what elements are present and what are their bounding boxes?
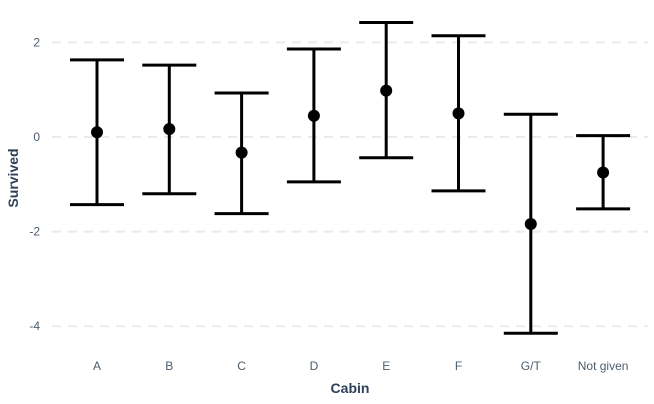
error-bar (431, 34, 486, 193)
error-bars (70, 21, 631, 335)
error-bar (70, 58, 124, 207)
y-axis-title: Survived (5, 148, 21, 207)
estimate-point (91, 126, 103, 139)
estimate-point (307, 109, 320, 122)
grid-lines (52, 41, 648, 328)
y-tick-label: 0 (33, 130, 40, 144)
error-bar (576, 134, 631, 211)
estimate-point (235, 146, 248, 159)
y-tick-label: -2 (29, 225, 40, 239)
x-tick-label: C (237, 359, 246, 373)
error-bar (503, 112, 558, 335)
estimate-point (163, 122, 176, 135)
estimate-point (597, 166, 610, 179)
x-tick-label: E (382, 359, 390, 373)
error-bar (359, 21, 414, 160)
x-tick-labels: A B C D E F G/T Not given (93, 359, 628, 373)
x-axis-title: Cabin (331, 380, 370, 396)
y-tick-labels: -4 -2 0 2 (29, 35, 40, 333)
x-tick-label: A (93, 359, 101, 373)
x-tick-label: Not given (578, 359, 629, 373)
estimate-point (452, 107, 465, 120)
x-tick-label: G/T (521, 359, 542, 373)
x-tick-label: F (455, 359, 462, 373)
estimate-point (380, 84, 393, 97)
error-bar (214, 91, 269, 216)
x-tick-label: D (310, 359, 319, 373)
estimate-point (524, 218, 537, 231)
error-bar (286, 47, 341, 184)
error-bar (142, 63, 197, 196)
x-tick-label: B (165, 359, 173, 373)
y-tick-label: -4 (29, 319, 40, 333)
y-tick-label: 2 (33, 35, 40, 49)
